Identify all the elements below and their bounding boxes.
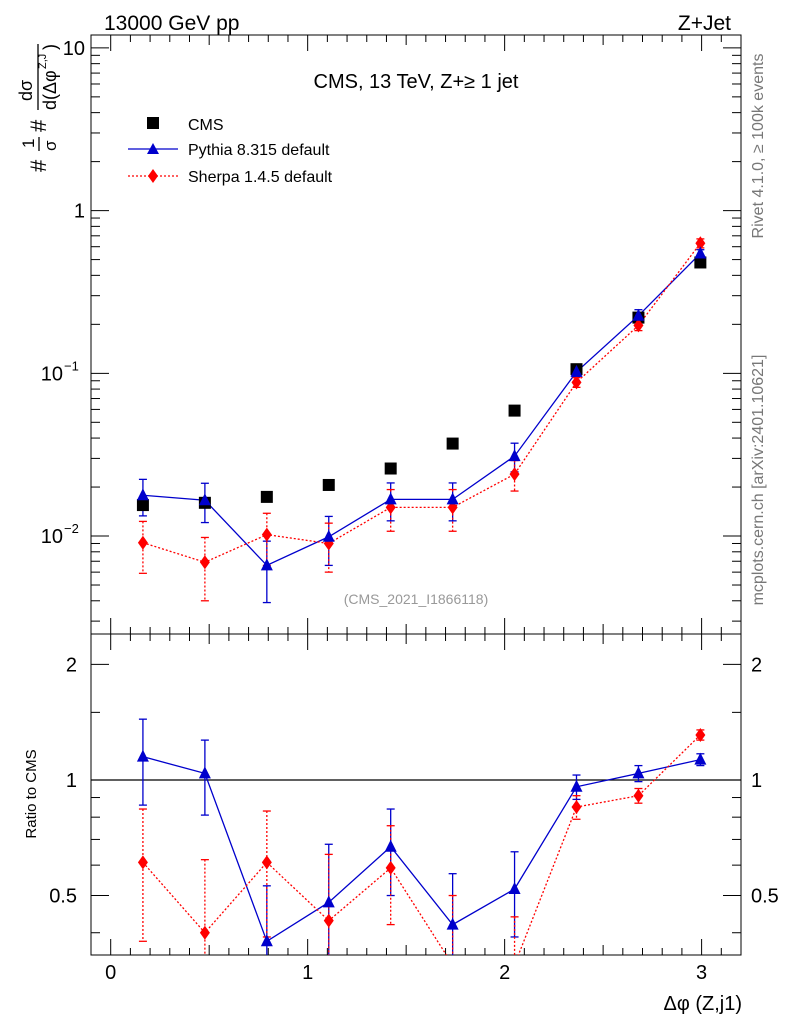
xtick-label: 2 [499, 962, 510, 984]
main-ytick-exponent: −1 [64, 358, 79, 373]
main-point-sherpa [633, 318, 644, 333]
ratio-yticks: 2 2 1 1 0.5 0.5 [49, 654, 779, 934]
ylabel-frac-num: 1 [19, 139, 38, 148]
legend-marker-pythia [147, 143, 159, 154]
main-point-pythia [136, 488, 149, 501]
main-point-cms [260, 490, 273, 503]
main-ylabel: # 1 σ # dσ d(Δφ Z,J ) [16, 44, 60, 172]
legend-label-pythia: Pythia 8.315 default [188, 142, 330, 159]
ratio-point-sherpa [448, 958, 458, 972]
main-point-pythia [632, 308, 645, 321]
ratio-point-pythia [322, 895, 335, 908]
chart-title: CMS, 13 TeV, Z+≥ 1 jet [314, 71, 519, 93]
xtick-label: 0 [105, 962, 116, 984]
main-point-pythia [508, 449, 521, 462]
main-point-pythia [198, 493, 211, 506]
ratio-point-pythia [260, 934, 273, 947]
legend: CMS Pythia 8.315 default Sherpa 1.4.5 de… [128, 117, 333, 186]
ylabel-frac-den: σ [41, 140, 60, 151]
ratio-point-sherpa [695, 727, 706, 742]
main-point-pythia [570, 364, 583, 377]
ratio-point-sherpa [510, 958, 520, 972]
legend-marker-sherpa [148, 169, 158, 183]
xtick-label: 1 [302, 962, 313, 984]
legend-label-sherpa: Sherpa 1.4.5 default [188, 169, 333, 186]
ylabel-prefix: # [26, 159, 51, 172]
ratio-point-pythia [632, 766, 645, 779]
main-point-cms [508, 404, 521, 417]
xtick-label: 3 [696, 962, 707, 984]
ratio-point-sherpa [571, 800, 582, 815]
ylabel-close: ) [40, 44, 60, 50]
main-point-pythia [384, 492, 397, 505]
main-point-cms [446, 437, 459, 450]
main-point-pythia [694, 246, 707, 259]
rivet-label: Rivet 4.1.0, ≥ 100k events [750, 54, 767, 239]
main-line-pythia [142, 253, 701, 567]
ratio-point-pythia [570, 779, 583, 792]
ratio-ytick-label: 2 [66, 654, 77, 676]
main-point-sherpa [199, 555, 210, 570]
ylabel-sup: Z,J [37, 54, 49, 69]
ratio-ytick-label-right: 2 [751, 654, 762, 676]
ratio-point-sherpa [633, 788, 644, 803]
main-point-sherpa [137, 535, 148, 550]
header-right: Z+Jet [678, 12, 731, 35]
chart-watermark: (CMS_2021_I1866118) [344, 591, 489, 607]
main-point-sherpa [571, 375, 582, 390]
ratio-ytick-label-right: 0.5 [751, 886, 779, 908]
main-point-sherpa [261, 527, 272, 542]
ratio-point-pythia [198, 766, 211, 779]
main-point-sherpa [509, 467, 520, 482]
mcplots-label: mcplots.cern.ch [arXiv:2401.10621] [750, 355, 767, 606]
main-ytick-label: 10 [63, 38, 85, 60]
main-xticks [90, 35, 742, 634]
ratio-ylabel: Ratio to CMS [23, 749, 40, 838]
ylabel-deriv-den: d(Δφ [40, 70, 60, 110]
ratio-xticks: 0 1 2 3 [90, 634, 742, 984]
main-ytick-exponent: −2 [64, 521, 79, 536]
ylabel-deriv-num: dσ [16, 80, 36, 101]
main-point-pythia [260, 558, 273, 571]
ratio-point-pythia [384, 839, 397, 852]
main-point-cms [694, 256, 707, 269]
main-ytick-label: 10 [41, 363, 63, 385]
ratio-point-sherpa [137, 855, 148, 870]
ratio-line-pythia [142, 756, 701, 943]
ratio-point-pythia [136, 749, 149, 762]
main-point-pythia [322, 529, 335, 542]
ratio-panel: 2 2 1 1 0.5 0.5 0 1 2 3 [49, 633, 779, 984]
main-ytick-label: 1 [74, 201, 85, 223]
main-point-cms [136, 499, 149, 512]
main-ytick-label: 10 [41, 526, 63, 548]
ratio-point-pythia [694, 752, 707, 765]
ratio-ytick-label: 1 [66, 770, 77, 792]
ratio-point-sherpa [199, 925, 210, 940]
main-point-sherpa [695, 236, 706, 251]
ratio-ytick-label-right: 1 [751, 770, 762, 792]
main-marks [136, 236, 707, 604]
ratio-point-pythia [446, 917, 459, 930]
ratio-point-sherpa [323, 913, 334, 928]
ratio-ytick-label: 0.5 [49, 886, 77, 908]
ratio-marks [136, 718, 707, 972]
main-line-sherpa [142, 242, 701, 563]
ylabel-hash: # [26, 119, 51, 132]
main-point-pythia [446, 492, 459, 505]
xaxis-label: Δφ (Z,j1) [663, 993, 742, 1015]
header-left: 13000 GeV pp [104, 12, 239, 35]
legend-label-cms: CMS [188, 117, 224, 134]
ratio-line-sherpa [142, 734, 701, 955]
main-point-cms [384, 462, 397, 475]
ratio-point-sherpa [385, 860, 396, 875]
legend-marker-cms [147, 117, 159, 129]
ratio-point-pythia [508, 881, 521, 894]
main-point-cms [322, 478, 335, 491]
ratio-point-sherpa [261, 855, 272, 870]
